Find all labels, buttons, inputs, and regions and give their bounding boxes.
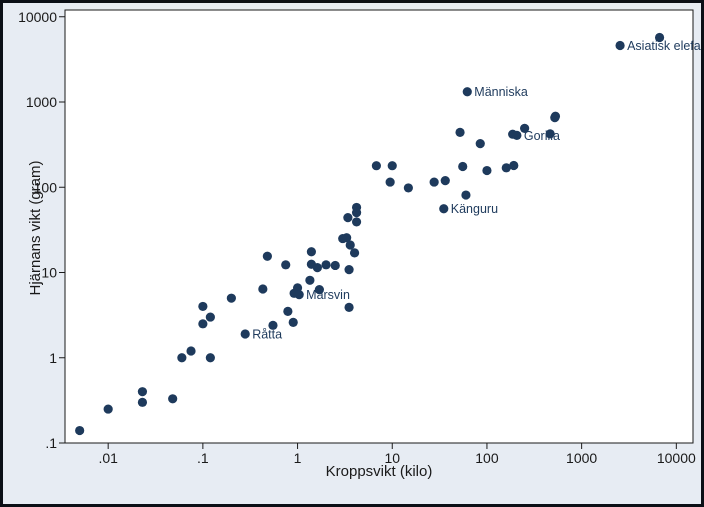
x-tick-label: 10 (384, 450, 400, 466)
x-tick-label: .01 (98, 450, 118, 466)
scatter-chart: .01 .1 1 10 100 1000 10000 .1 1 10 100 1000 10000 Rå… (18, 9, 701, 480)
data-point (351, 217, 362, 227)
data-point (371, 161, 381, 171)
chart-frame: .01 .1 1 10 100 1000 10000 .1 1 10 100 1000 10000 Rå… (3, 3, 701, 504)
data-point (226, 293, 236, 303)
point-label: Känguru (451, 202, 498, 216)
point-label: Marsvin (306, 288, 350, 302)
data-point (429, 177, 439, 187)
data-point (482, 165, 492, 176)
data-point (283, 306, 293, 316)
x-tick-label: .1 (197, 450, 209, 466)
data-point (403, 183, 413, 193)
y-tick-label: 10000 (18, 9, 57, 25)
data-point (268, 320, 278, 330)
data-point (461, 190, 471, 200)
y-axis-title: Hjärnans vikt (gram) (27, 160, 44, 295)
data-point (615, 40, 625, 51)
data-point (137, 397, 148, 407)
data-point (545, 129, 555, 139)
data-point (512, 130, 522, 140)
data-point (294, 290, 304, 300)
data-point (198, 301, 208, 312)
data-point (281, 260, 291, 270)
data-point (258, 284, 268, 294)
point-labels: Råtta Marsvin Känguru Människa Gorilla Asiati… (252, 39, 701, 342)
data-points (75, 32, 665, 436)
data-point (385, 177, 395, 187)
data-point (240, 329, 250, 339)
data-point (343, 213, 353, 223)
point-label: Människa (474, 85, 528, 99)
data-point (103, 404, 113, 414)
data-point (458, 161, 468, 172)
y-tick-label: 100 (34, 179, 58, 195)
data-point (344, 302, 354, 312)
x-tick-label: 1000 (566, 450, 597, 466)
x-axis-title: Kroppsvikt (kilo) (326, 463, 433, 480)
data-point (75, 425, 85, 436)
y-tick-label: .1 (45, 435, 57, 451)
data-point (288, 317, 298, 327)
data-point (205, 353, 215, 363)
plot-area (64, 9, 694, 444)
data-point (137, 387, 148, 397)
data-point (344, 265, 354, 275)
data-point (205, 312, 215, 322)
data-point (351, 202, 362, 213)
point-label: Råtta (252, 327, 282, 341)
data-point (186, 346, 196, 356)
data-point (312, 263, 322, 273)
data-point (305, 275, 315, 285)
data-point (462, 87, 472, 97)
point-label: Gorilla (524, 129, 560, 143)
data-point (330, 260, 340, 271)
data-point (177, 353, 187, 363)
data-point (314, 285, 324, 295)
y-tick-label: 1 (49, 350, 57, 366)
data-point (439, 204, 449, 214)
data-point (168, 394, 178, 404)
data-point (349, 248, 360, 258)
y-tick-label: 1000 (26, 94, 57, 110)
x-tick-label: 10000 (657, 450, 696, 466)
data-point (342, 233, 352, 243)
data-point (501, 163, 511, 173)
data-point (262, 251, 272, 261)
data-point (550, 111, 561, 121)
data-point (654, 32, 665, 43)
data-point (520, 123, 530, 134)
data-point (306, 247, 316, 257)
data-point (475, 139, 485, 149)
data-point (387, 161, 397, 171)
y-tick-label: 10 (41, 265, 57, 281)
data-point (321, 260, 331, 270)
data-point (440, 176, 450, 186)
data-point (345, 240, 355, 250)
x-tick-label: 100 (475, 450, 499, 466)
data-point (455, 127, 465, 137)
data-point (509, 160, 519, 171)
x-tick-label: 1 (294, 450, 302, 466)
data-point (198, 319, 208, 329)
axis-ticks: .01 .1 1 10 100 1000 10000 .1 1 10 100 1000 10000 (18, 9, 696, 466)
point-label: Asiatisk elefant (627, 39, 701, 53)
